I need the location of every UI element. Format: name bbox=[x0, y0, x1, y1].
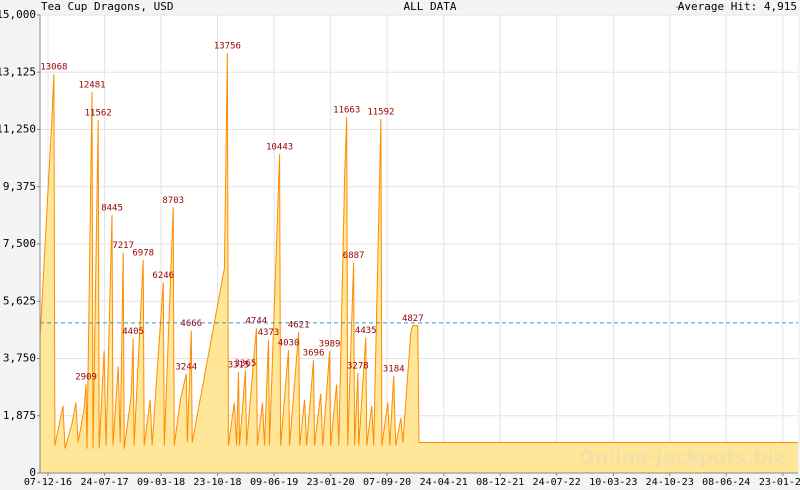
value-label: 3184 bbox=[383, 364, 405, 374]
x-tick-label: 08-06-24 bbox=[702, 477, 750, 488]
y-tick-label: 13,125 bbox=[0, 65, 36, 78]
value-label: 4827 bbox=[402, 314, 424, 324]
legend-label: Average Hit: 4,915 bbox=[678, 0, 797, 13]
x-tick-label: 24-07-22 bbox=[533, 477, 581, 488]
value-label: 4373 bbox=[258, 328, 280, 338]
value-label: 3244 bbox=[175, 362, 197, 372]
x-tick-label: 10-03-23 bbox=[589, 477, 637, 488]
chart-subtitle: ALL DATA bbox=[404, 0, 457, 13]
value-label: 3989 bbox=[319, 340, 341, 350]
value-label: 11663 bbox=[333, 105, 360, 115]
x-tick-label: 23-01-25 bbox=[759, 477, 800, 488]
value-label: 3365 bbox=[235, 359, 257, 369]
value-label: 6246 bbox=[152, 271, 174, 281]
value-label: 4621 bbox=[288, 320, 310, 330]
value-label: 4405 bbox=[122, 327, 144, 337]
watermark: Online-Jackpots.biz bbox=[579, 447, 785, 469]
value-label: 11592 bbox=[367, 108, 394, 118]
value-label: 13756 bbox=[214, 41, 241, 51]
y-tick-label: 1,875 bbox=[3, 409, 36, 422]
value-label: 2909 bbox=[75, 373, 97, 383]
y-tick-label: 5,625 bbox=[3, 294, 36, 307]
value-label: 10443 bbox=[266, 143, 293, 153]
x-tick-label: 09-06-19 bbox=[250, 477, 298, 488]
value-label: 12481 bbox=[78, 80, 105, 90]
value-label: 3696 bbox=[303, 349, 325, 359]
y-tick-label: 15,000 bbox=[0, 8, 36, 21]
value-label: 6978 bbox=[132, 248, 154, 258]
value-label: 4435 bbox=[355, 326, 377, 336]
value-label: 6887 bbox=[343, 251, 365, 261]
value-label: 4030 bbox=[278, 338, 300, 348]
x-tick-label: 24-04-21 bbox=[420, 477, 468, 488]
x-tick-label: 07-12-16 bbox=[24, 477, 72, 488]
x-tick-label: 08-12-21 bbox=[476, 477, 524, 488]
plot: 13068 2909 12481 11562 8445 7217 4405 6978 6246 8… bbox=[39, 41, 798, 473]
value-label: 7217 bbox=[112, 241, 134, 251]
value-label: 8703 bbox=[162, 196, 184, 206]
area bbox=[40, 53, 798, 473]
y-tick-label: 7,500 bbox=[3, 237, 36, 250]
x-tick-label: 24-07-17 bbox=[81, 477, 129, 488]
y-tick-label: 3,750 bbox=[3, 352, 36, 365]
line bbox=[39, 52, 798, 449]
y-tick-label: 9,375 bbox=[3, 180, 36, 193]
y-tick-label: 11,250 bbox=[0, 123, 36, 136]
value-label: 3278 bbox=[347, 361, 369, 371]
value-label: 11562 bbox=[85, 108, 112, 118]
chart-title: Tea Cup Dragons, USD bbox=[41, 0, 173, 13]
y-tick-label: 0 bbox=[29, 466, 36, 479]
value-label: 13068 bbox=[40, 62, 67, 72]
value-label: 8445 bbox=[101, 204, 123, 214]
x-tick-label: 23-10-18 bbox=[193, 477, 241, 488]
x-tick-label: 07-09-20 bbox=[363, 477, 411, 488]
x-tick-label: 23-01-20 bbox=[307, 477, 355, 488]
value-label: 3315 bbox=[228, 360, 250, 370]
x-tick-label: 09-03-18 bbox=[137, 477, 185, 488]
x-tick-label: 24-10-23 bbox=[646, 477, 694, 488]
value-label: 4666 bbox=[180, 319, 202, 329]
value-label: 4744 bbox=[246, 317, 268, 327]
